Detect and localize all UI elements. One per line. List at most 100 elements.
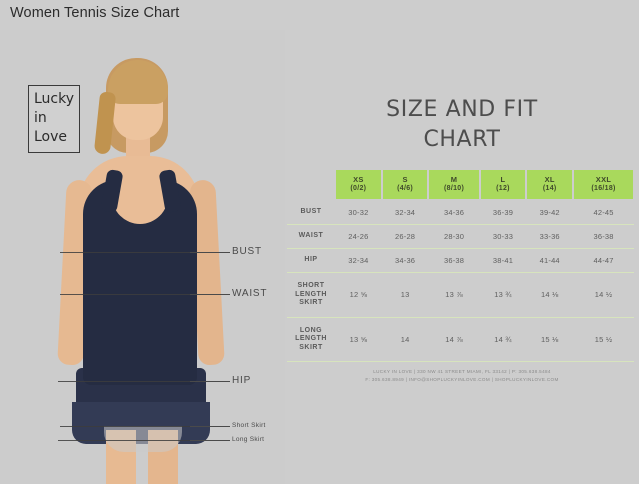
chart-heading-line-2: CHART: [423, 127, 501, 152]
size-code: XL: [544, 175, 555, 184]
table-row: LONG LENGTH SKIRT 13 ⅝ 14 14 ⅞ 14 ¾ 15 ⅛ 15 ½: [287, 317, 634, 362]
logo-line-1: Lucky: [34, 91, 75, 107]
size-code: M: [450, 175, 458, 184]
size-code: S: [402, 175, 408, 184]
callout-label-hip: HIP: [232, 375, 252, 386]
size-numeric: (14): [542, 185, 557, 192]
chart-heading: SIZE AND FIT CHART: [285, 95, 639, 155]
cell-short-length-skirt-xs: 12 ⅝: [335, 272, 382, 318]
window-titlebar: Women Tennis Size Chart: [0, 0, 639, 30]
cell-waist-xxl: 36-38: [573, 224, 634, 249]
row-label-line: SKIRT: [299, 343, 323, 351]
callout-leader-line: [190, 381, 230, 382]
cell-long-length-skirt-l: 14 ¾: [479, 317, 527, 362]
row-label-line: LONG: [299, 326, 323, 334]
row-label-line: WAIST: [298, 232, 324, 240]
row-label-hip: HIP: [287, 248, 335, 273]
callout-leader-line: [190, 440, 230, 441]
cell-short-length-skirt-xl: 14 ⅛: [526, 272, 574, 318]
page-title: Women Tennis Size Chart: [10, 5, 180, 21]
cell-short-length-skirt-xxl: 14 ½: [573, 272, 634, 318]
cell-short-length-skirt-s: 13: [381, 272, 429, 318]
model-figure-image: [0, 30, 285, 484]
model-vneck: [112, 178, 168, 224]
size-code: L: [500, 175, 506, 184]
size-chart-panel: SIZE AND FIT CHART XS (0/2) S (4/6) M (8/10) L…: [285, 30, 639, 484]
cell-hip-m: 36-38: [428, 248, 480, 273]
size-column-header-s: S (4/6): [380, 168, 430, 201]
size-column-header-xxl: XXL (16/18): [572, 168, 635, 201]
row-label-line: LENGTH: [295, 290, 327, 298]
cell-hip-xl: 41-44: [526, 248, 574, 273]
cell-long-length-skirt-xxl: 15 ½: [573, 317, 634, 362]
cell-waist-s: 26-28: [381, 224, 429, 249]
footer-line-2: F: 305.638.8949 | INFO@SHOPLUCKYINLOVE.C…: [365, 377, 559, 382]
callout-leader-line: [190, 294, 230, 295]
measure-line-short-skirt: [60, 426, 190, 427]
cell-bust-xl: 39-42: [526, 200, 574, 225]
row-label-line: SKIRT: [299, 299, 323, 306]
size-column-header-xl: XL (14): [525, 168, 575, 201]
cell-bust-xxl: 42-45: [573, 200, 634, 225]
table-row: WAIST 24-26 26-28 28-30 30-33 33-36 36-38: [287, 224, 634, 249]
size-numeric: (0/2): [350, 185, 367, 192]
model-skirt-gap: [104, 426, 182, 452]
table-corner-cell: [287, 169, 335, 200]
size-table-header-row: XS (0/2) S (4/6) M (8/10) L (12) XL (14) XXL (16/18…: [287, 168, 635, 201]
cell-bust-m: 34-36: [428, 200, 480, 225]
cell-bust-xs: 30-32: [335, 200, 382, 225]
callout-label-waist: WAIST: [232, 288, 268, 299]
size-numeric: (4/6): [397, 185, 414, 192]
measure-line-bust: [60, 252, 190, 253]
row-label-line: BUST: [300, 207, 322, 215]
cell-long-length-skirt-m: 14 ⅞: [428, 317, 480, 362]
cell-hip-xs: 32-34: [335, 248, 382, 273]
model-hair-top: [108, 60, 168, 104]
row-label-line: LENGTH: [295, 335, 327, 342]
cell-hip-s: 34-36: [381, 248, 429, 273]
table-row: BUST 30-32 32-34 34-36 36-39 39-42 42-45: [287, 200, 634, 225]
size-numeric: (8/10): [444, 185, 465, 192]
size-column-header-xs: XS (0/2): [334, 168, 383, 201]
callout-label-short-skirt: Short Skirt: [232, 422, 266, 429]
callout-label-bust: BUST: [232, 246, 262, 257]
measure-line-waist: [60, 294, 190, 295]
row-label-line: HIP: [304, 256, 318, 264]
cell-hip-xxl: 44-47: [573, 248, 634, 273]
size-column-header-m: M (8/10): [427, 168, 481, 201]
table-row: HIP 32-34 34-36 36-38 38-41 41-44 44-47: [287, 248, 634, 273]
callout-leader-line: [190, 252, 230, 253]
row-label-short-length-skirt: SHORT LENGTH SKIRT: [287, 272, 335, 318]
cell-short-length-skirt-l: 13 ¾: [479, 272, 527, 318]
cell-waist-xs: 24-26: [335, 224, 382, 249]
size-numeric: (12): [496, 185, 510, 192]
cell-waist-l: 30-33: [479, 224, 527, 249]
chart-footer: LUCKY IN LOVE | 330 NW 41 STREET MIAMI, …: [285, 368, 639, 384]
size-code: XS: [353, 175, 364, 184]
cell-waist-xl: 33-36: [526, 224, 574, 249]
size-column-header-l: L (12): [478, 168, 528, 201]
logo-line-3: Love: [34, 129, 68, 145]
size-table-head: XS (0/2) S (4/6) M (8/10) L (12) XL (14) XXL (16/18…: [287, 168, 635, 201]
measure-line-long-skirt: [58, 440, 190, 441]
row-label-line: SHORT: [297, 282, 325, 289]
size-fit-table: XS (0/2) S (4/6) M (8/10) L (12) XL (14) XXL (16/18…: [287, 168, 635, 362]
row-label-bust: BUST: [287, 200, 335, 225]
model-photo-panel: BUST WAIST HIP Short Skirt Long Skirt Lu…: [0, 30, 285, 484]
cell-waist-m: 28-30: [428, 224, 480, 249]
cell-long-length-skirt-s: 14: [381, 317, 429, 362]
brand-logo: Lucky in Love: [28, 85, 80, 153]
size-code: XXL: [595, 175, 612, 184]
size-table-wrapper: XS (0/2) S (4/6) M (8/10) L (12) XL (14) XXL (16/18…: [287, 168, 637, 362]
table-row: SHORT LENGTH SKIRT 12 ⅝ 13 13 ⅞ 13 ¾ 14 ⅛ 14 ½: [287, 272, 634, 318]
cell-short-length-skirt-m: 13 ⅞: [428, 272, 480, 318]
cell-long-length-skirt-xs: 13 ⅝: [335, 317, 382, 362]
callout-leader-line: [190, 426, 230, 427]
callout-label-long-skirt: Long Skirt: [232, 436, 265, 443]
cell-hip-l: 38-41: [479, 248, 527, 273]
size-table-body: BUST 30-32 32-34 34-36 36-39 39-42 42-45 WAIST 2…: [287, 200, 634, 362]
cell-long-length-skirt-xl: 15 ⅛: [526, 317, 574, 362]
chart-canvas: BUST WAIST HIP Short Skirt Long Skirt Lu…: [0, 30, 639, 484]
footer-line-1: LUCKY IN LOVE | 330 NW 41 STREET MIAMI, …: [373, 369, 551, 374]
